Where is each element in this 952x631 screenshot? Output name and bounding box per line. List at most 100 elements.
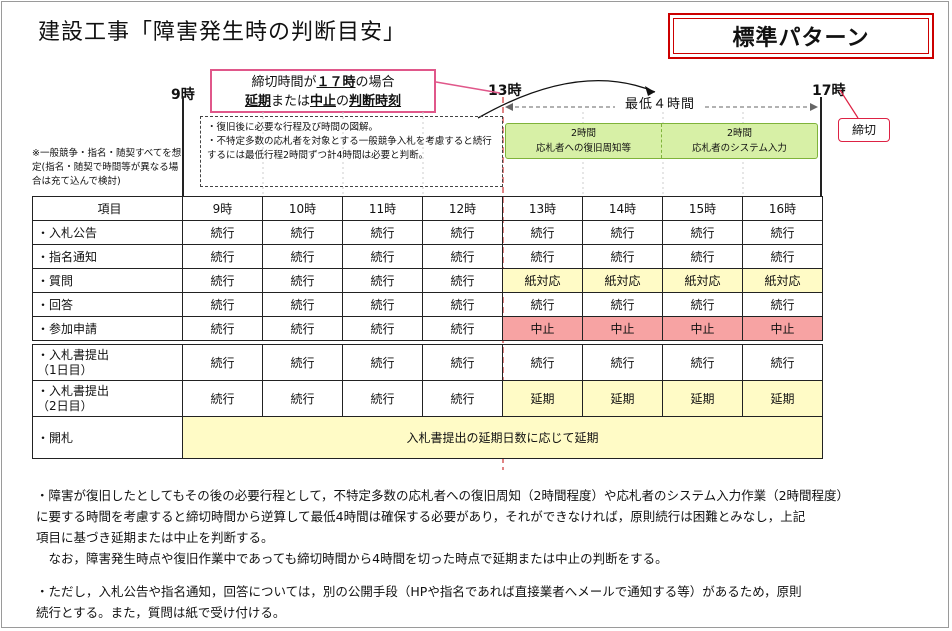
table-header-cell: 9時 xyxy=(182,196,263,221)
status-cell: 続行 xyxy=(342,316,423,341)
status-cell: 続行 xyxy=(262,380,343,417)
hour-start: 9時 xyxy=(171,87,195,103)
status-cell: 続行 xyxy=(742,244,823,269)
table-row: ・回答 続行 続行 続行 続行 続行 続行 続行 続行 xyxy=(32,292,823,317)
table-row: ・指名通知 続行 続行 続行 続行 続行 続行 続行 続行 xyxy=(32,244,823,269)
process-duration: 2時間 xyxy=(570,128,597,139)
status-cell: 続行 xyxy=(262,244,343,269)
status-cell: 続行 xyxy=(342,344,423,381)
schedule-table: 項目 9時 10時 11時 12時 13時 14時 15時 16時 ・入札公告 続行 続行 続行 続行 続行… xyxy=(32,196,823,459)
status-cell: 続行 xyxy=(662,244,743,269)
status-cell: 続行 xyxy=(662,292,743,317)
callout-box: 締切時間が１７時の場合 延期または中止の判断時刻 xyxy=(210,69,436,113)
callout-text: の場合 xyxy=(355,75,395,90)
status-cell: 続行 xyxy=(182,268,263,293)
status-cell: 中止 xyxy=(742,316,823,341)
status-cell: 続行 xyxy=(582,244,663,269)
status-cell: 続行 xyxy=(262,316,343,341)
note-line: ・復旧後に必要な行程及び時間の図解。 xyxy=(207,122,379,133)
green-process-bar: 2時間 応札者への復旧周知等 2時間 応札者のシステム入力 xyxy=(505,123,818,159)
status-cell: 続行 xyxy=(422,268,503,293)
table-row-kaisatsu: ・開札 入札書提出の延期日数に応じて延期 xyxy=(32,416,823,459)
note-box-text: ・復旧後に必要な行程及び時間の図解。・不特定多数の応札者を対象とする一般競争入札… xyxy=(207,121,497,163)
status-cell: 紙対応 xyxy=(502,268,583,293)
pattern-label: 標準パターン xyxy=(732,26,870,51)
footnote-line: 項目に基づき延期または中止を判断する。 xyxy=(36,530,274,545)
status-cell: 続行 xyxy=(582,344,663,381)
status-cell: 続行 xyxy=(262,220,343,245)
status-cell: 続行 xyxy=(182,344,263,381)
table-header-row: 項目 9時 10時 11時 12時 13時 14時 15時 16時 xyxy=(32,196,823,221)
callout-postpone: 延期 xyxy=(244,94,271,109)
status-cell: 続行 xyxy=(422,220,503,245)
pattern-badge: 標準パターン xyxy=(668,13,934,59)
status-cell: 中止 xyxy=(582,316,663,341)
status-cell: 続行 xyxy=(502,220,583,245)
row-label: ・回答 xyxy=(32,292,183,317)
status-cell: 続行 xyxy=(182,380,263,417)
hour-judge: 13時 xyxy=(488,83,522,99)
status-cell: 続行 xyxy=(422,316,503,341)
status-cell: 続行 xyxy=(422,380,503,417)
row-label: ・入札書提出 （1日目） xyxy=(32,344,183,381)
min-hours-label: 最低４時間 xyxy=(625,97,696,112)
process-duration: 2時間 xyxy=(726,128,753,139)
status-cell: 紙対応 xyxy=(742,268,823,293)
row-label: ・質問 xyxy=(32,268,183,293)
callout-deadline: １７時 xyxy=(316,75,356,90)
callout-line1: 締切時間が１７時の場合 xyxy=(212,73,434,92)
footnote-line: なお，障害発生時点や復旧作業中であっても締切時間から4時間を切った時点で延期また… xyxy=(36,551,668,566)
table-header-cell: 11時 xyxy=(342,196,423,221)
row-label: ・入札書提出 （2日目） xyxy=(32,380,183,417)
status-cell: 続行 xyxy=(262,344,343,381)
note-box xyxy=(200,116,503,187)
status-cell: 延期 xyxy=(662,380,743,417)
kaisatsu-cell: 入札書提出の延期日数に応じて延期 xyxy=(182,416,823,459)
status-cell: 続行 xyxy=(502,244,583,269)
pattern-badge-inner-border xyxy=(673,18,929,54)
status-cell: 続行 xyxy=(662,344,743,381)
callout-text: または xyxy=(270,94,310,109)
row-label: ・入札公告 xyxy=(32,220,183,245)
callout-judge-time: 判断時刻 xyxy=(349,94,402,109)
table-row: ・入札書提出 （2日目） 続行 続行 続行 続行 延期 延期 延期 延期 xyxy=(32,380,823,417)
footnote-line: ・ただし，入札公告や指名通知，回答については，別の公開手段（HPや指名であれば直… xyxy=(36,584,802,599)
process-label: 応札者への復旧周知等 xyxy=(535,143,631,154)
status-cell: 続行 xyxy=(502,344,583,381)
table-header-cell: 項目 xyxy=(32,196,183,221)
row-label: ・指名通知 xyxy=(32,244,183,269)
table-header-cell: 15時 xyxy=(662,196,743,221)
status-cell: 続行 xyxy=(422,292,503,317)
status-cell: 続行 xyxy=(262,292,343,317)
callout-line2: 延期または中止の判断時刻 xyxy=(212,92,434,111)
status-cell: 続行 xyxy=(182,316,263,341)
table-row: ・入札公告 続行 続行 続行 続行 続行 続行 続行 続行 xyxy=(32,220,823,245)
callout-cancel: 中止 xyxy=(309,94,336,109)
status-cell: 延期 xyxy=(502,380,583,417)
status-cell: 続行 xyxy=(342,244,423,269)
table-row: ・入札書提出 （1日目） 続行 続行 続行 続行 続行 続行 続行 続行 xyxy=(32,344,823,381)
process-label: 応札者のシステム入力 xyxy=(692,143,787,154)
table-header-cell: 16時 xyxy=(742,196,823,221)
callout-text: の xyxy=(336,94,350,109)
status-cell: 続行 xyxy=(742,220,823,245)
side-note: ※一般競争・指名・随契すべてを想定(指名・随契で時間等が異なる場合は充て込んで検… xyxy=(32,148,182,187)
status-cell: 紙対応 xyxy=(582,268,663,293)
status-cell: 続行 xyxy=(422,344,503,381)
table-header-cell: 10時 xyxy=(262,196,343,221)
row-label: ・参加申請 xyxy=(32,316,183,341)
table-row: ・質問 続行 続行 続行 続行 紙対応 紙対応 紙対応 紙対応 xyxy=(32,268,823,293)
callout-text: 締切時間が xyxy=(251,75,317,90)
status-cell: 続行 xyxy=(422,244,503,269)
table-header-cell: 12時 xyxy=(422,196,503,221)
status-cell: 続行 xyxy=(182,244,263,269)
table-header-cell: 13時 xyxy=(502,196,583,221)
hour-deadline: 17時 xyxy=(812,83,846,99)
footnote-line: に要する時間を考慮すると締切時間から逆算して最低4時間は確保する必要があり，それ… xyxy=(36,509,806,524)
footnote-line: 続行とする。また，質問は紙で受け付ける。 xyxy=(36,605,286,620)
status-cell: 中止 xyxy=(662,316,743,341)
process-notify: 2時間 応札者への復旧周知等 xyxy=(506,124,661,158)
note-line: ・不特定多数の応札者を対象とする一般競争入札を考慮すると続行するには最低行程2時… xyxy=(207,136,492,161)
status-cell: 続行 xyxy=(662,220,743,245)
